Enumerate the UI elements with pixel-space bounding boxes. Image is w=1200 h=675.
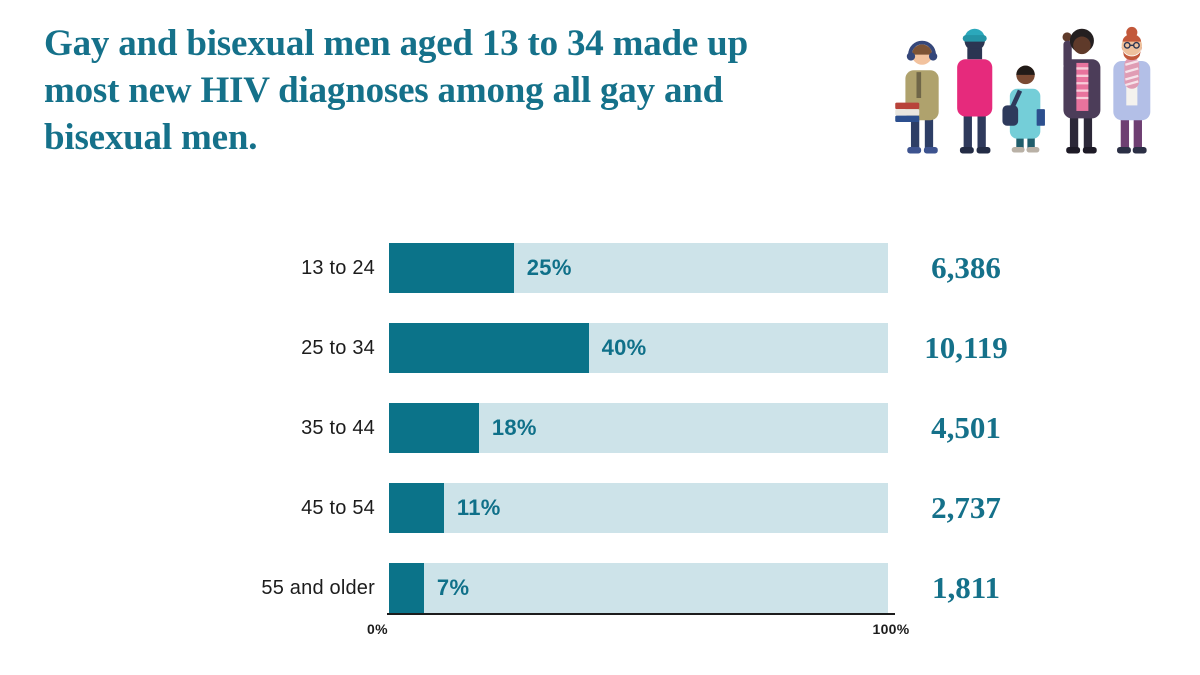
bar-track: 25%: [389, 243, 888, 293]
chart-row-45-to-54: 45 to 54 11% 2,737: [0, 483, 1200, 533]
bar-fill: [389, 483, 444, 533]
count-value: 2,737: [931, 490, 1001, 525]
percent-label: 11%: [456, 495, 501, 520]
bar-fill: [389, 563, 424, 613]
chart-row-25-to-34: 25 to 34 40% 10,119: [0, 323, 1200, 373]
page-title: Gay and bisexual men aged 13 to 34 made …: [44, 20, 884, 161]
person-shoulder-bag: [1002, 65, 1045, 153]
percent-label: 25%: [526, 255, 572, 280]
x-axis-line: [387, 613, 895, 615]
person-beard-glasses: [1113, 26, 1151, 154]
x-axis-tick-0: 0%: [367, 621, 388, 637]
chart-row-55-and-older: 55 and older 7% 1,811: [0, 563, 1200, 613]
person-beanie: [957, 28, 993, 154]
category-label: 45 to 54: [301, 497, 375, 519]
count-value: 4,501: [931, 410, 1001, 445]
bar-track: 40%: [389, 323, 888, 373]
category-label: 13 to 24: [301, 257, 375, 279]
page-title-line-3: bisexual men.: [44, 117, 258, 158]
bar-track: 11%: [389, 483, 888, 533]
count-value: 6,386: [931, 250, 1001, 285]
bar-track: 7%: [389, 563, 888, 613]
chart-row-35-to-44: 35 to 44 18% 4,501: [0, 403, 1200, 453]
bar-fill: [389, 323, 589, 373]
chart-row-13-to-24: 13 to 24 25% 6,386: [0, 243, 1200, 293]
x-axis-tick-100: 100%: [872, 621, 910, 637]
percent-label: 40%: [601, 335, 647, 360]
bar-fill: [389, 403, 479, 453]
percent-label: 7%: [436, 575, 470, 600]
bar-track: 18%: [389, 403, 888, 453]
person-waving: [1062, 28, 1101, 154]
count-value: 10,119: [924, 330, 1008, 365]
page-title-line-1: Gay and bisexual men aged 13 to 34 made …: [44, 23, 748, 64]
page-title-line-2: most new HIV diagnoses among all gay and: [44, 70, 724, 111]
count-value: 1,811: [931, 570, 1001, 605]
category-label: 55 and older: [261, 577, 375, 599]
percent-label: 18%: [491, 415, 537, 440]
category-label: 35 to 44: [301, 417, 375, 439]
category-label: 25 to 34: [301, 337, 375, 359]
person-headphones: [895, 40, 939, 154]
bar-fill: [389, 243, 514, 293]
people-illustration: [895, 26, 1151, 154]
